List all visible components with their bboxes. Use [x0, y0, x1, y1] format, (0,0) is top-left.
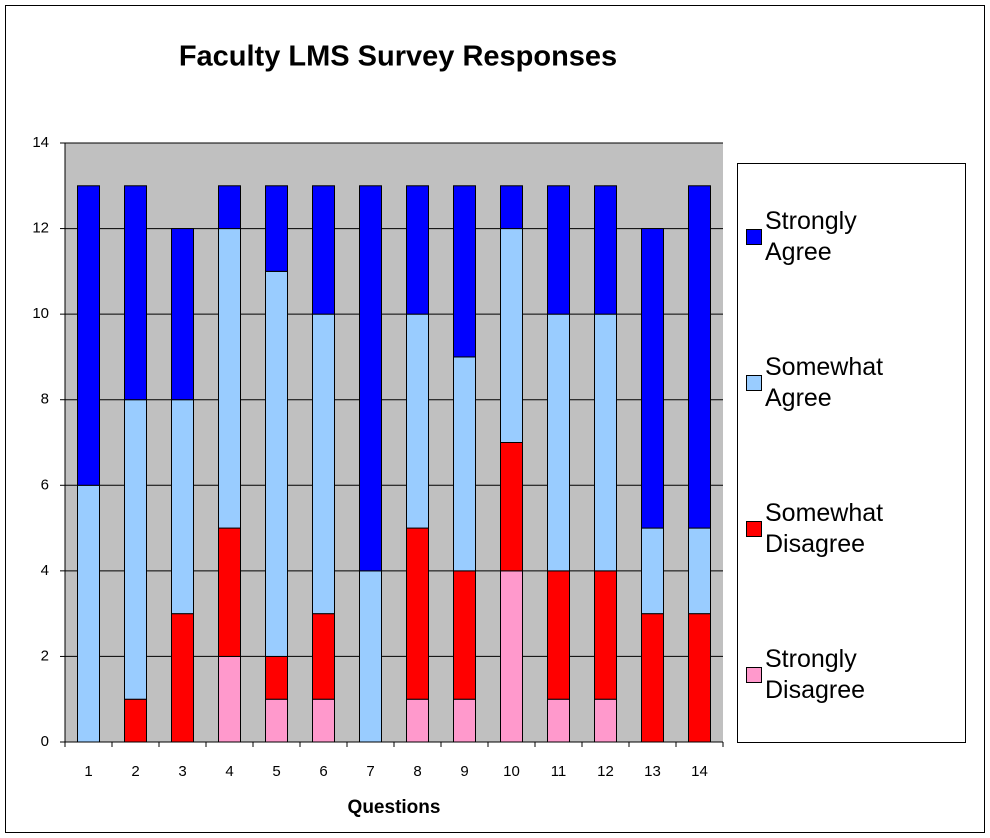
y-tick-label: 0 [41, 733, 49, 750]
bar-segment [77, 185, 100, 486]
legend-item: Somewhat Disagree [746, 498, 956, 560]
x-tick-label: 14 [691, 763, 708, 780]
x-tick-label: 13 [644, 763, 661, 780]
y-tick-label: 10 [32, 305, 49, 322]
x-tick-label: 3 [178, 763, 186, 780]
x-axis-title: Questions [348, 797, 441, 818]
legend-label: Somewhat Disagree [765, 499, 884, 558]
y-tick-label: 8 [41, 391, 49, 408]
legend: Strongly Agree Somewhat Agree Somewhat Dis… [737, 163, 966, 743]
bar-segment [265, 655, 288, 700]
bar-segment [124, 185, 147, 401]
bar-segment [218, 655, 241, 743]
bar-segment [359, 185, 382, 572]
bar-segment [500, 442, 523, 572]
bar-segment [594, 698, 617, 743]
legend-label: Strongly Disagree [765, 645, 866, 704]
bar-segment [312, 613, 335, 700]
bar-segment [641, 228, 664, 529]
y-tick-label: 12 [32, 220, 49, 237]
legend-item: Strongly Disagree [746, 644, 956, 706]
bar-segment [406, 185, 429, 315]
bar-segment [547, 313, 570, 572]
bar-segment [500, 228, 523, 443]
x-tick-label: 12 [597, 763, 614, 780]
bar-segment [218, 185, 241, 230]
bar-segment [218, 527, 241, 657]
bar-segment [171, 399, 194, 615]
bar-segment [312, 313, 335, 615]
plot-area [65, 143, 723, 742]
bar-segment [171, 228, 194, 401]
x-tick-label: 4 [225, 763, 233, 780]
bar-segment [218, 228, 241, 529]
bar-segment [547, 185, 570, 315]
bar-segment [688, 613, 711, 743]
bar-segment [688, 527, 711, 615]
bar-segment [406, 698, 429, 743]
bar-segment [594, 185, 617, 315]
legend-swatch [746, 229, 762, 245]
legend-label: Somewhat Agree [765, 353, 884, 412]
legend-swatch [746, 375, 762, 391]
bar-segment [265, 698, 288, 743]
bar-segment [171, 613, 194, 743]
bar-segment [124, 399, 147, 700]
bar-segment [265, 185, 288, 272]
chart-title: Faculty LMS Survey Responses [179, 41, 617, 73]
x-tick-label: 9 [460, 763, 468, 780]
legend-item: Strongly Agree [746, 206, 956, 268]
bar-segment [453, 185, 476, 358]
bar-segment [547, 570, 570, 700]
bar-segment [312, 698, 335, 743]
x-tick-label: 11 [551, 763, 567, 780]
x-tick-label: 2 [131, 763, 139, 780]
bar-segment [641, 613, 664, 743]
bar-segment [594, 570, 617, 700]
x-tick-label: 1 [84, 763, 92, 780]
x-tick-label: 10 [503, 763, 520, 780]
bar-segment [124, 698, 147, 743]
x-tick-label: 8 [413, 763, 421, 780]
bar-segment [453, 698, 476, 743]
bar-segment [453, 570, 476, 700]
x-tick-label: 5 [272, 763, 280, 780]
bar-segment [312, 185, 335, 315]
y-tick-label: 4 [41, 562, 49, 579]
bar-segment [594, 313, 617, 572]
legend-label: Strongly Agree [765, 207, 857, 266]
bar-segment [359, 570, 382, 743]
x-tick-label: 7 [366, 763, 374, 780]
legend-swatch [746, 667, 762, 683]
x-tick-label: 6 [319, 763, 327, 780]
legend-item: Somewhat Agree [746, 352, 956, 414]
bar-segment [688, 185, 711, 529]
bar-segment [641, 527, 664, 615]
y-tick-label: 2 [41, 647, 49, 664]
bar-segment [500, 570, 523, 743]
bar-segment [406, 527, 429, 700]
legend-swatch [746, 521, 762, 537]
bar-segment [265, 270, 288, 657]
bar-segment [406, 313, 429, 529]
bar-segment [547, 698, 570, 743]
bar-segment [77, 484, 100, 743]
bar-segment [453, 356, 476, 572]
y-tick-label: 14 [32, 134, 49, 151]
bar-segment [500, 185, 523, 230]
y-tick-label: 6 [41, 476, 49, 493]
